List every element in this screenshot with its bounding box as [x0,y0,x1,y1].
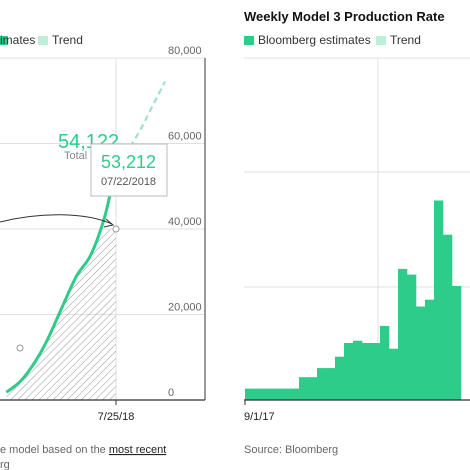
legend-trend-swatch [376,36,386,45]
weekly-bar[interactable] [407,274,417,400]
tooltip-value: 53,212 [101,152,156,172]
weekly-bar[interactable] [326,368,336,400]
footnote-link[interactable]: most recent [109,444,166,456]
footnote-text: e model based on the most recent [0,444,166,456]
cumulative-area-hatch [6,229,116,400]
weekly-bar[interactable] [452,286,462,400]
weekly-bar[interactable] [443,234,453,400]
y-tick-labels: 80,000 60,000 40,000 20,000 0 [168,45,202,399]
annotation-arrow [0,214,113,225]
x-tick-label: 7/25/18 [98,411,135,423]
legend-estimates-label: imates [0,33,35,47]
y-tick-label: 40,000 [168,216,202,228]
annotation-arrowhead [103,218,115,228]
weekly-bar[interactable] [317,368,327,400]
legend-estimates-label: Bloomberg estimates [258,33,371,47]
cumulative-production-chart: imates Trend 54,122 Total 53,212 07/22/2… [0,33,206,470]
tooltip[interactable]: 53,212 07/22/2018 [90,143,168,197]
legend-trend-swatch [38,36,48,45]
weekly-bar[interactable] [416,306,426,400]
weekly-bar[interactable] [281,388,291,400]
weekly-bar[interactable] [380,325,390,400]
y-tick-label: 20,000 [168,302,202,314]
weekly-bar[interactable] [371,343,381,400]
point-marker[interactable] [16,344,24,352]
legend-trend-label: Trend [52,33,83,47]
y-tick-label: 0 [168,387,174,399]
point-markers [16,225,120,352]
source-text: Source: Bloomberg [244,444,338,456]
y-tick-label: 80,000 [168,45,202,57]
legend-estimates-swatch [0,36,8,45]
legend-trend-label: Trend [390,33,421,47]
weekly-bar[interactable] [308,377,318,400]
weekly-bar[interactable] [389,348,399,400]
weekly-bar[interactable] [344,343,354,400]
weekly-bar[interactable] [263,388,273,400]
footnote-pre: e model based on the [0,444,109,456]
estimates-line [5,172,117,394]
x-tick-label: 9/1/17 [244,411,275,423]
weekly-bar[interactable] [245,388,255,400]
tooltip-date: 07/22/2018 [101,176,156,188]
weekly-bar[interactable] [335,356,345,400]
tooltip-box [90,143,168,197]
weekly-bar[interactable] [398,268,408,400]
trend-line [113,81,166,174]
weekly-bar[interactable] [299,377,309,400]
weekly-production-chart: Weekly Model 3 Production Rate Bloomberg… [244,9,470,456]
chart-title: Weekly Model 3 Production Rate [244,9,445,24]
total-label: Total [64,150,87,162]
weekly-bar[interactable] [362,343,372,400]
weekly-bar[interactable] [434,200,444,401]
weekly-bar[interactable] [353,340,363,400]
footnote-source: rg [0,459,10,470]
weekly-bar[interactable] [425,299,435,400]
legend-estimates-swatch [244,36,254,45]
weekly-bar[interactable] [272,388,282,400]
weekly-bar[interactable] [290,388,300,400]
weekly-bar[interactable] [254,388,264,400]
y-tick-label: 60,000 [168,131,202,143]
right-gridlines [244,57,470,288]
weekly-bars [245,200,462,401]
point-marker[interactable] [112,225,120,233]
